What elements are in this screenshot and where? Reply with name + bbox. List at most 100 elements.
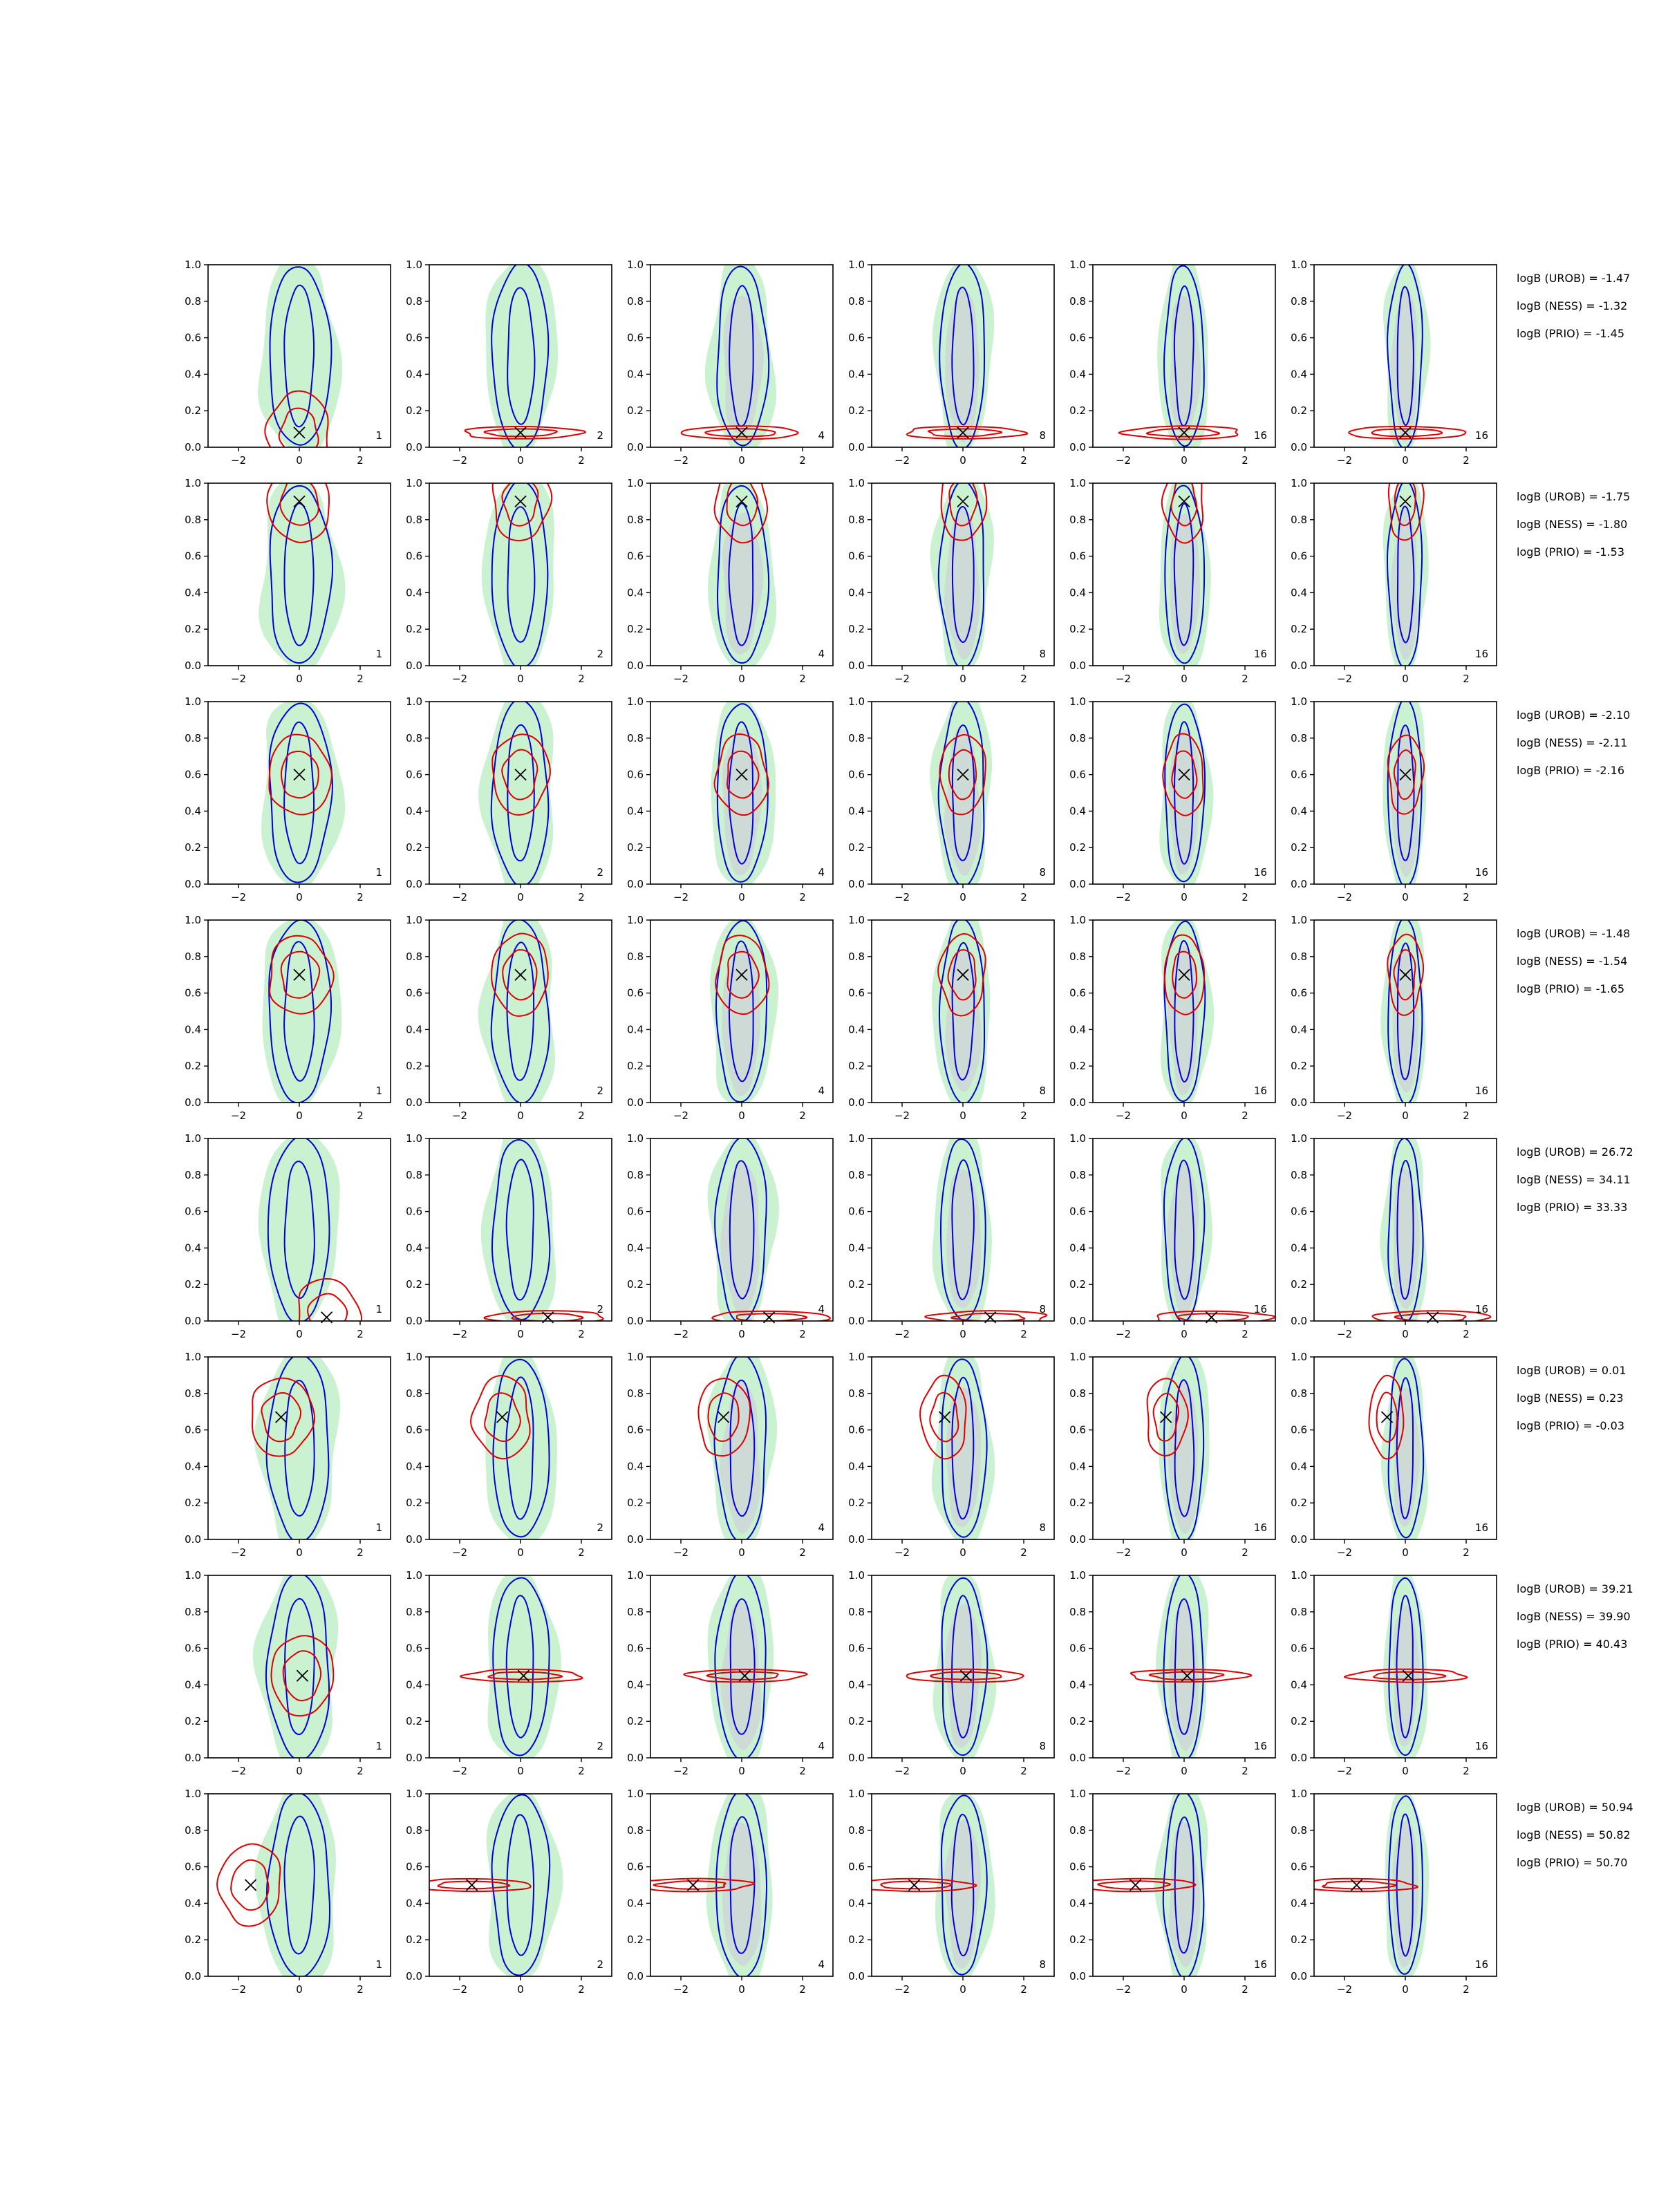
contour-layer bbox=[1159, 702, 1214, 884]
y-tick-label: 0.4 bbox=[848, 586, 865, 599]
x-tick-label: −2 bbox=[231, 1765, 246, 1777]
uniform-contour-inner bbox=[283, 1161, 315, 1299]
y-tick-label: 0.0 bbox=[1291, 878, 1307, 890]
x-tick-label: 2 bbox=[357, 1546, 364, 1559]
y-tick-label: 1.0 bbox=[406, 1788, 422, 1800]
prior-contour-inner bbox=[501, 749, 538, 800]
prior-contour-inner bbox=[230, 1859, 270, 1911]
uniform-contour-inner bbox=[1396, 1377, 1414, 1519]
prior-contour-inner bbox=[487, 1671, 563, 1680]
contour-layer bbox=[464, 265, 586, 447]
logb-text: logB (NESS) = 39.90 bbox=[1517, 1610, 1631, 1623]
uniform-contour-outer bbox=[1163, 920, 1206, 1103]
prior-contour-outer bbox=[1161, 483, 1204, 544]
y-tick-label: 0.6 bbox=[627, 1424, 644, 1436]
y-tick-label: 0.6 bbox=[1291, 1642, 1307, 1655]
y-tick-label: 0.6 bbox=[1069, 1206, 1086, 1218]
y-tick-label: 0.2 bbox=[1069, 1497, 1086, 1509]
y-tick-label: 0.6 bbox=[1291, 1861, 1307, 1873]
uniform-fill-outer bbox=[481, 483, 554, 666]
prior-contour-outer bbox=[491, 483, 553, 542]
uniform-contour-inner bbox=[728, 503, 754, 646]
y-tick-label: 1.0 bbox=[185, 477, 201, 489]
subplot-r2-c1: 0.0 0.2 0.4 0.6 0.8 1.0 −2 0 2 1 bbox=[185, 477, 391, 685]
subplot-corner-label: 2 bbox=[597, 1958, 603, 1971]
subplot-corner-label: 2 bbox=[597, 648, 603, 660]
prior-fill-inner bbox=[1390, 288, 1417, 442]
subplot-corner-label: 16 bbox=[1475, 1521, 1488, 1534]
contour-layer bbox=[1371, 1138, 1492, 1321]
prior-contour-outer bbox=[1093, 1877, 1197, 1893]
contour-layer bbox=[258, 1138, 363, 1321]
y-tick-label: 1.0 bbox=[848, 1788, 865, 1800]
y-tick-label: 0.4 bbox=[185, 1678, 201, 1691]
subplot-corner-label: 8 bbox=[1039, 1740, 1046, 1752]
y-tick-label: 0.0 bbox=[1291, 659, 1307, 672]
x-tick-label: −2 bbox=[452, 454, 467, 467]
truth-marker bbox=[514, 495, 527, 508]
y-tick-label: 0.6 bbox=[848, 550, 865, 563]
uniform-contour-outer bbox=[939, 265, 986, 447]
y-tick-label: 0.6 bbox=[627, 550, 644, 563]
prior-contour-inner bbox=[1170, 483, 1198, 527]
y-tick-label: 0.4 bbox=[1291, 1023, 1307, 1035]
subplot-corner-label: 8 bbox=[1039, 429, 1046, 442]
subplot-corner-label: 8 bbox=[1039, 1303, 1046, 1315]
subplot-corner-label: 2 bbox=[597, 1521, 603, 1534]
y-tick-label: 0.2 bbox=[185, 841, 201, 854]
uniform-contour-outer bbox=[1164, 703, 1206, 883]
contour-layer bbox=[1344, 1575, 1468, 1758]
y-tick-label: 0.0 bbox=[1291, 441, 1307, 453]
y-tick-label: 1.0 bbox=[185, 914, 201, 926]
x-tick-label: 0 bbox=[959, 1328, 966, 1340]
x-tick-label: 0 bbox=[1181, 1983, 1188, 1996]
x-tick-label: 2 bbox=[578, 454, 585, 467]
x-tick-label: 0 bbox=[1402, 891, 1409, 903]
logb-text: logB (PRIO) = 40.43 bbox=[1517, 1638, 1627, 1651]
subplot-corner-label: 16 bbox=[1475, 1085, 1488, 1097]
contour-layer bbox=[710, 920, 779, 1103]
contour-layer bbox=[697, 1357, 778, 1539]
y-tick-label: 1.0 bbox=[1291, 1132, 1307, 1145]
y-tick-label: 0.6 bbox=[185, 987, 201, 1000]
y-tick-label: 0.4 bbox=[1069, 1023, 1086, 1035]
subplot-r2-c4: 0.0 0.2 0.4 0.6 0.8 1.0 −2 0 2 8 bbox=[848, 477, 1055, 685]
y-tick-label: 0.0 bbox=[1069, 1752, 1086, 1764]
prior-contour-outer bbox=[906, 425, 1029, 440]
uniform-contour-outer bbox=[937, 483, 985, 666]
y-tick-label: 0.6 bbox=[848, 987, 865, 1000]
uniform-contour-inner bbox=[729, 1160, 755, 1300]
prior-contour-inner bbox=[1097, 1880, 1171, 1890]
x-tick-label: −2 bbox=[452, 1109, 467, 1122]
x-tick-label: 0 bbox=[1402, 1546, 1409, 1559]
x-tick-label: −2 bbox=[894, 1983, 910, 1996]
subplot-corner-label: 1 bbox=[375, 429, 382, 442]
y-tick-label: 0.4 bbox=[848, 1897, 865, 1909]
y-tick-label: 1.0 bbox=[1069, 1569, 1086, 1582]
y-tick-label: 0.6 bbox=[1069, 1861, 1086, 1873]
uniform-contour-inner bbox=[507, 287, 536, 425]
x-tick-label: 0 bbox=[959, 1765, 966, 1777]
y-tick-label: 0.6 bbox=[848, 1642, 865, 1655]
y-tick-label: 0.2 bbox=[1069, 1715, 1086, 1727]
uniform-contour-outer bbox=[490, 920, 550, 1103]
uniform-fill-outer bbox=[485, 265, 559, 447]
prior-contour-outer bbox=[697, 1378, 751, 1457]
truth-marker bbox=[957, 495, 969, 508]
truth-marker bbox=[1159, 1411, 1172, 1423]
y-tick-label: 1.0 bbox=[1069, 1132, 1086, 1145]
uniform-contour-inner bbox=[1396, 285, 1414, 427]
y-tick-label: 0.2 bbox=[1291, 1497, 1307, 1509]
y-tick-label: 0.0 bbox=[627, 1752, 644, 1764]
y-tick-label: 0.6 bbox=[1291, 769, 1307, 781]
y-tick-label: 1.0 bbox=[848, 1351, 865, 1363]
x-tick-label: 2 bbox=[357, 1328, 364, 1340]
subplot-r5-c2: 0.0 0.2 0.4 0.6 0.8 1.0 −2 0 2 2 bbox=[406, 1132, 612, 1340]
subplot-r8-c5: 0.0 0.2 0.4 0.6 0.8 1.0 −2 0 2 16 bbox=[1069, 1788, 1276, 1996]
y-tick-label: 0.2 bbox=[1291, 1715, 1307, 1727]
y-tick-label: 0.6 bbox=[848, 1206, 865, 1218]
y-tick-label: 0.6 bbox=[185, 550, 201, 563]
x-tick-label: 0 bbox=[1181, 1546, 1188, 1559]
uniform-contour-inner bbox=[951, 1159, 975, 1300]
y-tick-label: 0.0 bbox=[406, 1752, 422, 1764]
